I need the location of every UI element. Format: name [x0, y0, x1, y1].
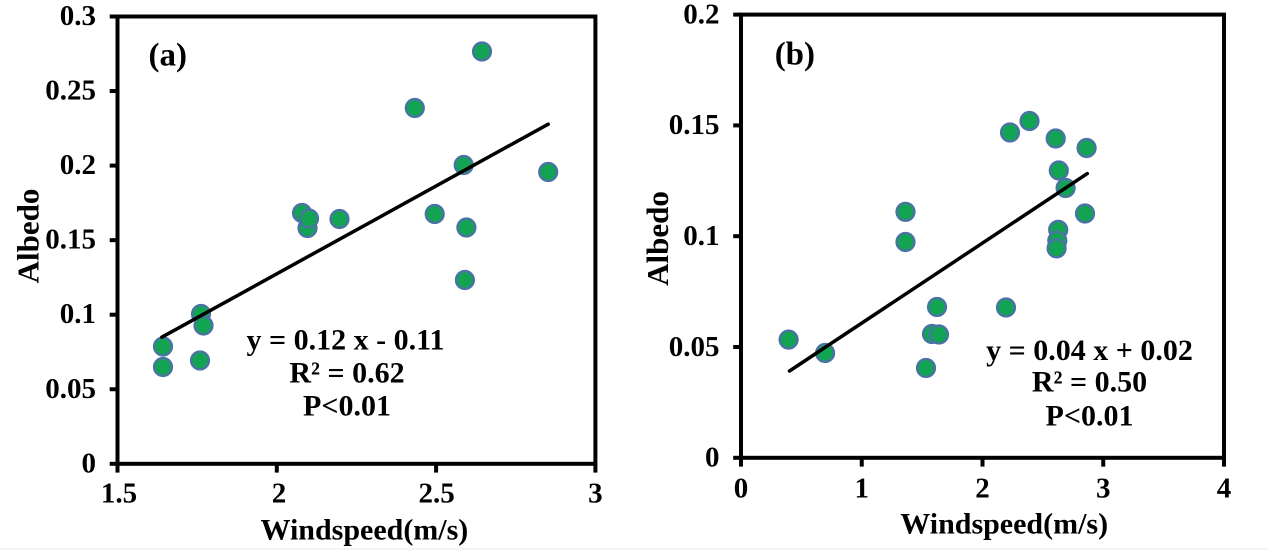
- svg-text:2.5: 2.5: [418, 477, 454, 509]
- svg-text:R² = 0.62: R² = 0.62: [289, 357, 404, 390]
- svg-text:y = 0.12 x - 0.11: y = 0.12 x - 0.11: [247, 324, 445, 357]
- svg-text:y = 0.04 x + 0.02: y = 0.04 x + 0.02: [986, 334, 1193, 367]
- svg-text:0.3: 0.3: [60, 0, 96, 32]
- svg-text:2: 2: [272, 477, 287, 509]
- svg-text:3: 3: [588, 477, 603, 509]
- svg-text:0.05: 0.05: [45, 373, 96, 405]
- svg-text:(b): (b): [775, 37, 815, 73]
- svg-text:0.2: 0.2: [683, 0, 719, 30]
- svg-text:0.25: 0.25: [45, 75, 96, 107]
- svg-text:P<0.01: P<0.01: [1046, 400, 1134, 433]
- svg-text:0.05: 0.05: [669, 331, 720, 363]
- svg-text:1: 1: [855, 473, 870, 505]
- svg-text:0.1: 0.1: [60, 298, 96, 330]
- svg-text:Albedo: Albedo: [640, 191, 675, 286]
- svg-text:0.15: 0.15: [45, 224, 96, 256]
- svg-text:0: 0: [705, 442, 720, 474]
- svg-text:Windspeed(m/s): Windspeed(m/s): [900, 507, 1108, 540]
- svg-text:0: 0: [82, 447, 97, 479]
- svg-text:0.1: 0.1: [683, 220, 719, 252]
- svg-text:R² = 0.50: R² = 0.50: [1032, 366, 1147, 399]
- svg-text:0.2: 0.2: [60, 149, 96, 181]
- svg-text:2: 2: [975, 473, 990, 505]
- svg-text:3: 3: [1096, 473, 1111, 505]
- svg-text:0.15: 0.15: [669, 109, 720, 141]
- svg-text:1.5: 1.5: [101, 477, 137, 509]
- svg-text:Windspeed(m/s): Windspeed(m/s): [260, 513, 468, 546]
- svg-text:(a): (a): [149, 38, 187, 74]
- svg-text:P<0.01: P<0.01: [303, 390, 391, 423]
- svg-text:0: 0: [734, 473, 749, 505]
- svg-text:Albedo: Albedo: [11, 189, 46, 284]
- svg-text:4: 4: [1217, 473, 1232, 505]
